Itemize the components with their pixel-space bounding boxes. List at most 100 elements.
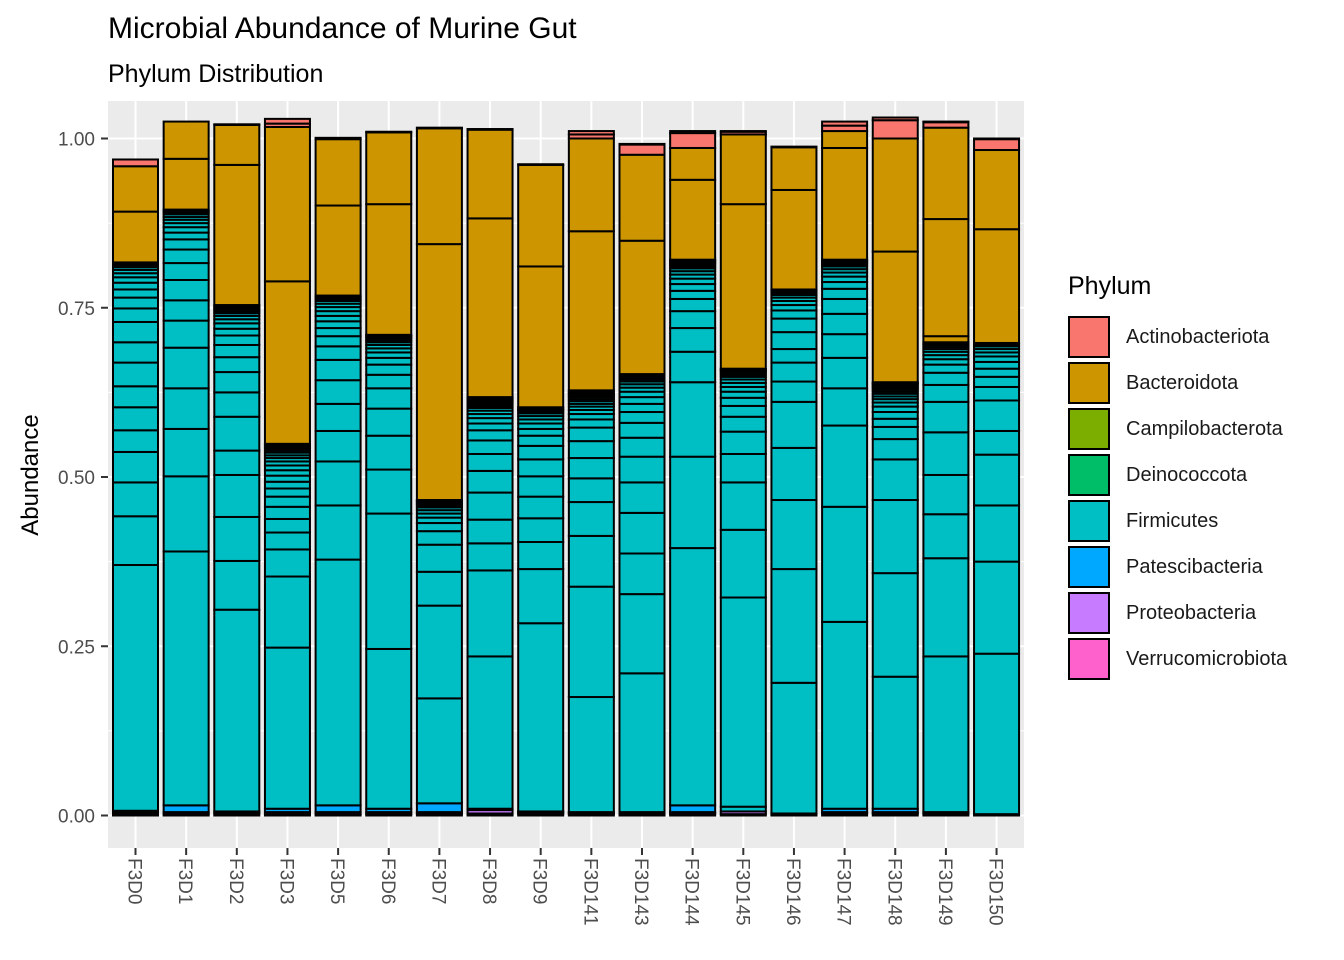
bar-segment-firmicutes bbox=[821, 297, 869, 315]
bar-segment-firmicutes bbox=[770, 317, 818, 334]
bar-segment-actinobacteriota bbox=[821, 120, 869, 127]
bar-segment-firmicutes bbox=[770, 499, 818, 571]
bar-segment-firmicutes bbox=[618, 481, 666, 514]
x-tick-label: F3D7 bbox=[427, 858, 448, 904]
x-tick-label: F3D147 bbox=[833, 858, 854, 926]
bar-segment-firmicutes bbox=[314, 379, 362, 405]
y-axis-title: Abundance bbox=[17, 414, 44, 535]
x-axis: F3D0 F3D1 F3D2 F3D3 F3D5 F3D6 F3D7 F3D8 F3D9 F3D1… bbox=[124, 848, 1006, 926]
x-tick-label: F3D3 bbox=[275, 858, 296, 904]
x-tick-label: F3D143 bbox=[630, 858, 651, 926]
bar-segment-firmicutes bbox=[415, 530, 463, 546]
bar-segment-firmicutes bbox=[365, 407, 413, 437]
legend-item-campilobacterota: Campilobacterota bbox=[1068, 406, 1287, 452]
bar-segment-firmicutes bbox=[263, 495, 311, 508]
bar-segment-firmicutes bbox=[618, 411, 666, 424]
bar-segment-firmicutes bbox=[162, 231, 210, 241]
bar-segment-firmicutes bbox=[466, 491, 514, 521]
bar-segment-bacteroidota bbox=[365, 131, 413, 206]
bar-segment-firmicutes bbox=[669, 547, 717, 807]
bar-segment-bacteroidota bbox=[263, 125, 311, 283]
legend-label: Campilobacterota bbox=[1126, 417, 1283, 440]
bar-segment-firmicutes bbox=[517, 458, 565, 478]
bar-segment-firmicutes bbox=[922, 513, 970, 560]
bar-segment-firmicutes bbox=[517, 475, 565, 498]
legend-label: Bacteroidota bbox=[1126, 371, 1239, 394]
bar-stack-F3D141 bbox=[567, 130, 615, 817]
bar-segment-bacteroidota bbox=[567, 230, 615, 392]
bar-segment-bacteroidota bbox=[112, 210, 159, 264]
x-tick-label: F3D145 bbox=[731, 858, 752, 926]
bar-segment-firmicutes bbox=[415, 697, 463, 805]
legend-item-patescibacteria: Patescibacteria bbox=[1068, 544, 1287, 590]
bar-segment-firmicutes bbox=[618, 511, 666, 555]
legend-swatch bbox=[1068, 638, 1110, 680]
x-tick-label: F3D9 bbox=[529, 858, 550, 904]
bar-segment-firmicutes bbox=[213, 356, 261, 374]
legend-swatch bbox=[1068, 500, 1110, 542]
bar-segment-firmicutes bbox=[263, 646, 311, 810]
bar-segment-firmicutes bbox=[669, 297, 717, 313]
bar-segment-firmicutes bbox=[669, 381, 717, 458]
x-tick-label: F3D148 bbox=[883, 858, 904, 926]
bar-segment-firmicutes bbox=[922, 655, 970, 814]
legend-items: Actinobacteriota Bacteroidota Campilobacte… bbox=[1068, 314, 1287, 682]
bar-segment-firmicutes bbox=[314, 460, 362, 507]
bar-segment-firmicutes bbox=[821, 287, 869, 300]
bar-segment-firmicutes bbox=[213, 415, 261, 452]
bar-segment-bacteroidota bbox=[618, 239, 666, 376]
bar-segment-firmicutes bbox=[871, 438, 919, 461]
bar-segment-actinobacteriota bbox=[314, 136, 362, 141]
bar-segment-firmicutes bbox=[669, 289, 717, 300]
bar-segment-firmicutes bbox=[770, 309, 818, 320]
bars-layer bbox=[112, 116, 1021, 817]
y-tick-label: 0.00 bbox=[58, 807, 95, 828]
bar-segment-firmicutes bbox=[567, 418, 615, 429]
bar-segment-bacteroidota bbox=[415, 127, 463, 246]
bar-segment-firmicutes bbox=[162, 278, 210, 302]
bar-segment-patescibacteria bbox=[669, 804, 717, 814]
bar-segment-patescibacteria bbox=[314, 804, 362, 814]
bar-segment-firmicutes bbox=[517, 517, 565, 543]
bar-segment-firmicutes bbox=[567, 477, 615, 504]
x-tick-label: F3D150 bbox=[985, 858, 1006, 926]
bar-segment-firmicutes bbox=[922, 431, 970, 476]
bar-segment-firmicutes bbox=[821, 281, 869, 290]
bar-segment-firmicutes bbox=[213, 608, 261, 813]
bar-segment-firmicutes bbox=[618, 421, 666, 439]
bar-segment-firmicutes bbox=[618, 455, 666, 484]
bar-segment-firmicutes bbox=[618, 396, 666, 405]
bar-segment-actinobacteriota bbox=[922, 120, 970, 124]
legend-swatch bbox=[1068, 408, 1110, 450]
bar-segment-firmicutes bbox=[719, 404, 767, 418]
x-tick-label: F3D5 bbox=[326, 858, 347, 904]
bar-segment-firmicutes bbox=[770, 331, 818, 351]
bar-segment-firmicutes bbox=[770, 380, 818, 403]
bar-stack-F3D148 bbox=[871, 116, 919, 817]
bar-segment-bacteroidota bbox=[517, 163, 565, 268]
bar-segment-firmicutes bbox=[517, 540, 565, 571]
bar-segment-firmicutes bbox=[162, 346, 210, 390]
bar-segment-firmicutes bbox=[719, 415, 767, 433]
bar-segment-firmicutes bbox=[618, 672, 666, 814]
bar-segment-bacteroidota bbox=[770, 146, 818, 191]
bar-segment-bacteroidota bbox=[466, 217, 514, 399]
bar-segment-firmicutes bbox=[770, 348, 818, 364]
bar-segment-firmicutes bbox=[973, 385, 1021, 402]
bar-segment-firmicutes bbox=[517, 427, 565, 437]
bar-segment-bacteroidota bbox=[871, 250, 919, 384]
bar-segment-firmicutes bbox=[162, 262, 210, 281]
legend-item-proteobacteria: Proteobacteria bbox=[1068, 590, 1287, 636]
bar-segment-firmicutes bbox=[871, 572, 919, 678]
bar-stack-F3D147 bbox=[821, 120, 869, 817]
bar-segment-firmicutes bbox=[112, 288, 159, 299]
bar-segment-firmicutes bbox=[719, 528, 767, 599]
bar-stack-F3D150 bbox=[973, 137, 1021, 817]
bar-stack-F3D0 bbox=[112, 158, 159, 817]
bar-segment-firmicutes bbox=[973, 399, 1021, 432]
legend-item-deinococcota: Deinococcota bbox=[1068, 452, 1287, 498]
bar-stack-F3D149 bbox=[922, 120, 970, 817]
legend-item-bacteroidota: Bacteroidota bbox=[1068, 360, 1287, 406]
bar-segment-firmicutes bbox=[517, 495, 565, 520]
bar-stack-F3D1 bbox=[162, 120, 210, 817]
